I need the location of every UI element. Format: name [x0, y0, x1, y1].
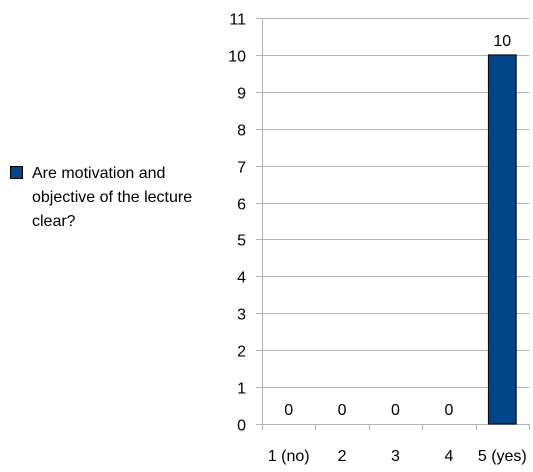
axes — [256, 18, 530, 430]
y-tick-label: 5 — [237, 233, 246, 250]
bars — [487, 54, 517, 425]
y-tick-labels: 0 1 2 3 4 5 6 7 8 9 10 11 — [228, 12, 246, 435]
data-label: 0 — [391, 402, 400, 419]
y-tick-label: 6 — [237, 197, 246, 214]
y-tick-label: 10 — [228, 49, 246, 66]
data-label: 0 — [338, 402, 347, 419]
y-tick-label: 0 — [237, 418, 246, 435]
legend-label: Are motivation and objective of the lect… — [32, 165, 193, 230]
x-tick-label: 1 (no) — [268, 448, 310, 465]
y-tick-label: 7 — [237, 160, 246, 177]
y-tick-label: 11 — [229, 12, 246, 29]
x-tick-label: 5 (yes) — [478, 448, 527, 465]
x-tick-label: 3 — [391, 448, 400, 465]
bar — [487, 54, 517, 425]
y-tick-label: 2 — [237, 344, 246, 361]
data-label: 0 — [284, 402, 293, 419]
y-tick-label: 4 — [237, 270, 246, 287]
y-tick-label: 1 — [237, 381, 246, 398]
data-labels: 0 0 0 0 10 — [284, 33, 511, 419]
legend-swatch — [10, 166, 23, 179]
data-label: 10 — [493, 33, 511, 50]
data-label: 0 — [444, 402, 453, 419]
y-tick-label: 8 — [237, 123, 246, 140]
x-tick-labels: 1 (no) 2 3 4 5 (yes) — [268, 448, 527, 465]
y-tick-label: 9 — [237, 86, 246, 103]
y-tick-label: 3 — [237, 307, 246, 324]
x-tick-label: 4 — [444, 448, 453, 465]
grid-lines — [262, 18, 529, 388]
x-tick-label: 2 — [338, 448, 347, 465]
